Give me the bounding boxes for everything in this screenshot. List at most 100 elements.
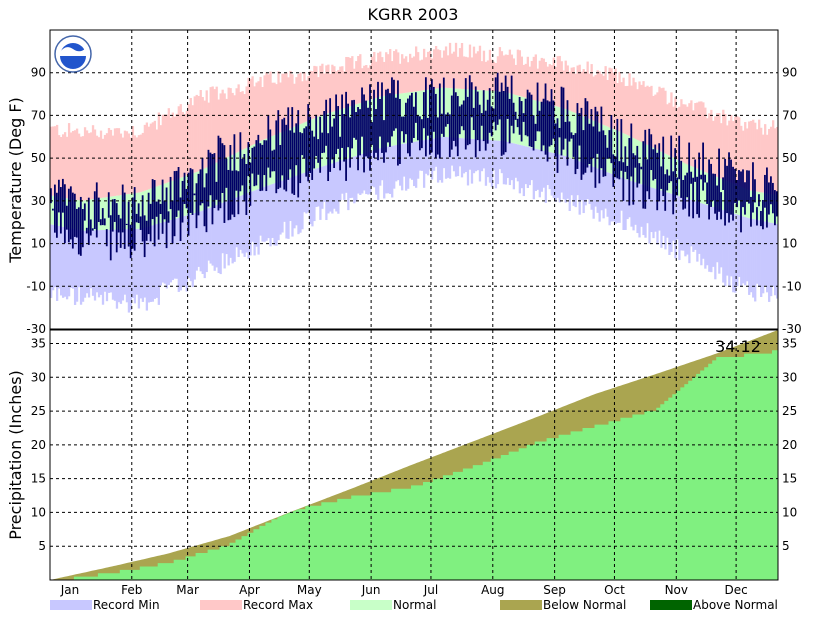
record-max-bar bbox=[405, 56, 408, 93]
record-min-bar bbox=[648, 186, 651, 244]
record-min-bar bbox=[546, 151, 549, 186]
record-max-bar bbox=[650, 85, 653, 147]
precip-tick-label-left: 10 bbox=[31, 505, 46, 519]
record-max-bar bbox=[69, 132, 73, 199]
normal-bar bbox=[746, 189, 749, 218]
record-max-bar bbox=[680, 99, 683, 162]
record-max-bar bbox=[718, 113, 721, 178]
record-max-bar bbox=[247, 77, 250, 147]
record-min-bar bbox=[255, 189, 258, 247]
record-max-bar bbox=[241, 91, 244, 150]
observed-bar bbox=[363, 94, 365, 173]
record-min-bar bbox=[540, 150, 543, 192]
record-max-bar bbox=[588, 73, 591, 120]
record-min-bar bbox=[576, 160, 579, 196]
record-max-bar bbox=[736, 116, 739, 186]
observed-bar bbox=[752, 162, 754, 213]
record-min-bar bbox=[476, 139, 480, 171]
temperature-tick-label-left: 50 bbox=[31, 151, 46, 165]
record-max-bar bbox=[728, 120, 731, 183]
legend-swatch bbox=[350, 600, 392, 610]
observed-bar bbox=[135, 213, 138, 223]
observed-bar bbox=[730, 159, 732, 215]
record-min-bar bbox=[131, 228, 135, 299]
legend-label: Record Max bbox=[243, 598, 313, 612]
observed-bar bbox=[706, 182, 708, 204]
observed-bar bbox=[514, 111, 517, 120]
observed-bar bbox=[121, 184, 124, 233]
record-min-bar bbox=[672, 194, 675, 241]
record-max-bar bbox=[756, 129, 759, 192]
record-min-bar bbox=[620, 177, 623, 211]
observed-bar bbox=[532, 115, 535, 151]
record-min-bar bbox=[239, 195, 242, 250]
observed-bar bbox=[105, 229, 108, 247]
observed-bar bbox=[251, 147, 254, 174]
record-min-bar bbox=[522, 145, 525, 197]
record-min-bar bbox=[349, 157, 352, 199]
record-max-bar bbox=[223, 93, 226, 159]
normal-bar bbox=[117, 195, 121, 230]
observed-bar bbox=[604, 135, 607, 177]
record-min-bar bbox=[347, 158, 350, 211]
observed-bar bbox=[369, 84, 371, 171]
record-max-bar bbox=[610, 68, 613, 129]
observed-bar bbox=[327, 133, 330, 182]
record-min-bar bbox=[580, 162, 583, 201]
record-max-bar bbox=[135, 137, 139, 193]
observed-bar bbox=[279, 144, 282, 188]
observed-bar bbox=[59, 187, 62, 234]
record-min-bar bbox=[71, 228, 75, 289]
record-min-bar bbox=[267, 185, 270, 239]
record-min-bar bbox=[600, 169, 603, 211]
record-min-bar bbox=[161, 222, 164, 283]
observed-bar bbox=[317, 139, 320, 163]
observed-bar bbox=[660, 166, 663, 189]
normal-bar bbox=[125, 194, 129, 230]
record-min-bar bbox=[321, 166, 324, 209]
observed-bar bbox=[758, 194, 760, 207]
observed-bar bbox=[684, 175, 687, 209]
observed-bar bbox=[488, 88, 491, 133]
record-min-bar bbox=[452, 137, 456, 172]
record-max-bar bbox=[612, 72, 615, 130]
observed-range-bars bbox=[50, 72, 778, 261]
record-min-bar bbox=[704, 204, 707, 269]
record-max-bar bbox=[460, 43, 464, 89]
record-min-bar bbox=[141, 228, 145, 302]
observed-bar bbox=[690, 171, 693, 184]
record-min-bar bbox=[257, 188, 260, 255]
observed-bar bbox=[375, 109, 377, 153]
record-max-bar bbox=[454, 42, 458, 89]
record-max-bar bbox=[191, 105, 194, 174]
observed-bar bbox=[399, 98, 401, 164]
observed-bar bbox=[93, 191, 96, 229]
normal-bar bbox=[640, 142, 643, 185]
record-min-bar bbox=[478, 139, 482, 182]
record-min-bar bbox=[175, 218, 178, 279]
month-tick-label: May bbox=[297, 583, 322, 597]
record-max-bar bbox=[239, 91, 242, 151]
temperature-tick-label-right: 90 bbox=[782, 66, 797, 80]
record-max-bar bbox=[700, 101, 703, 171]
normal-bar bbox=[167, 182, 170, 221]
temperature-frame bbox=[49, 29, 779, 330]
observed-bar bbox=[299, 132, 302, 184]
record-max-bar bbox=[219, 93, 222, 161]
record-max-bar bbox=[339, 66, 342, 110]
record-max-bar bbox=[458, 48, 462, 89]
observed-bar bbox=[430, 79, 433, 153]
record-max-bar bbox=[594, 75, 597, 122]
observed-bar bbox=[480, 113, 483, 126]
observed-bar bbox=[89, 219, 92, 236]
record-min-bar bbox=[542, 150, 545, 188]
record-max-bar bbox=[123, 130, 127, 195]
record-max-bar bbox=[197, 95, 200, 172]
record-max-bar bbox=[353, 68, 356, 106]
record-max-bar bbox=[263, 75, 266, 140]
record-max-bar bbox=[289, 70, 292, 129]
record-min-bar bbox=[766, 221, 769, 293]
record-max-bar bbox=[514, 64, 518, 96]
normal-bar bbox=[85, 200, 89, 231]
record-max-bar bbox=[478, 45, 482, 91]
